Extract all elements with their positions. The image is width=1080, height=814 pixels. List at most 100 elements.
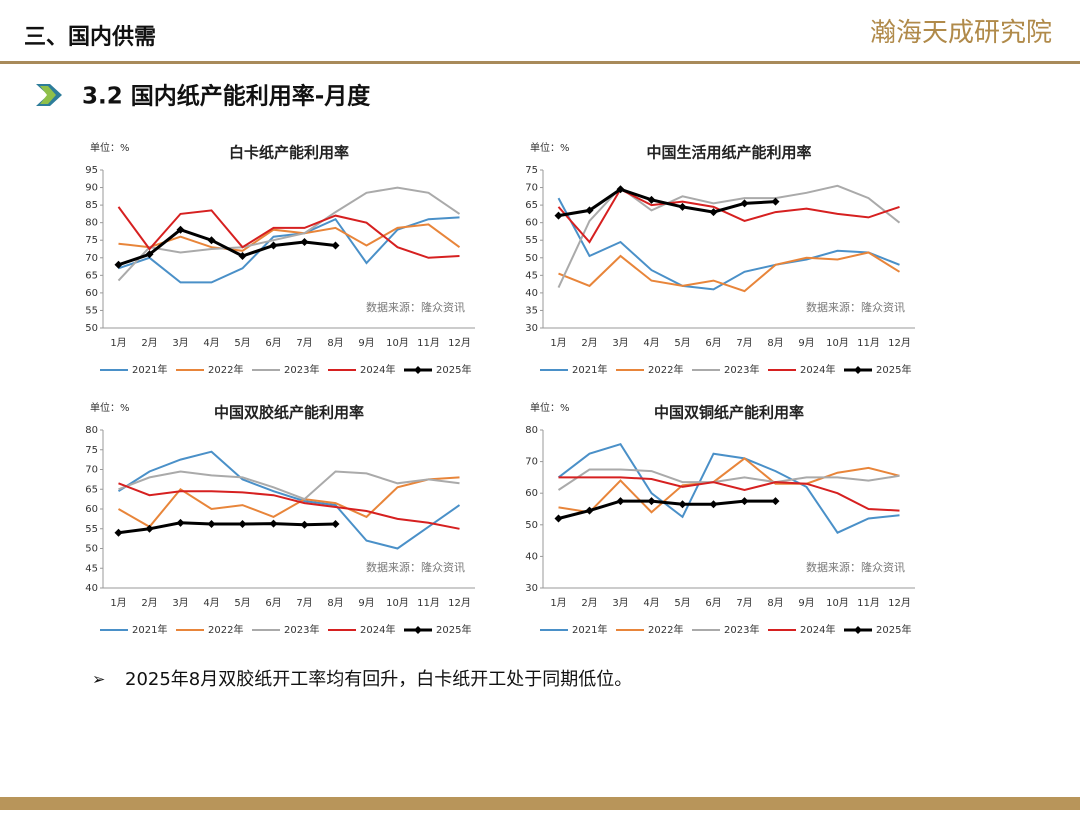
point xyxy=(238,252,247,261)
point xyxy=(709,208,718,217)
x-tick-label: 5月 xyxy=(674,597,690,609)
point xyxy=(269,519,278,528)
legend-label: 2022年 xyxy=(208,623,243,636)
series-line xyxy=(118,521,336,535)
y-tick-label: 30 xyxy=(525,583,538,594)
legend-label: 2025年 xyxy=(436,363,471,376)
point xyxy=(678,202,687,211)
point xyxy=(647,195,656,204)
x-tick-label: 5月 xyxy=(674,337,690,349)
x-tick-label: 10月 xyxy=(386,597,409,609)
y-tick-label: 60 xyxy=(525,488,538,499)
y-tick-label: 55 xyxy=(525,235,538,246)
y-tick-label: 55 xyxy=(85,305,98,316)
legend-label: 2024年 xyxy=(800,363,835,376)
y-tick-label: 30 xyxy=(525,323,538,334)
legend-label: 2023年 xyxy=(724,623,759,636)
point xyxy=(114,260,123,269)
x-tick-label: 1月 xyxy=(550,597,566,609)
legend-marker xyxy=(414,626,422,634)
point xyxy=(709,500,718,509)
x-tick-label: 7月 xyxy=(296,337,312,349)
point xyxy=(616,185,625,194)
x-tick-label: 9月 xyxy=(798,597,814,609)
x-tick-label: 9月 xyxy=(358,337,374,349)
unit-label: 单位：% xyxy=(530,141,570,154)
section-arrow-inner xyxy=(40,86,56,104)
point xyxy=(238,520,247,529)
series-line xyxy=(558,251,901,293)
legend-label: 2021年 xyxy=(132,363,167,376)
source-label: 数据来源：隆众资讯 xyxy=(366,560,465,574)
point xyxy=(647,497,656,506)
x-tick-label: 7月 xyxy=(296,597,312,609)
x-tick-label: 8月 xyxy=(327,337,343,349)
series-line xyxy=(557,468,900,491)
x-tick-label: 2月 xyxy=(141,337,157,349)
point xyxy=(585,206,594,215)
header-rule xyxy=(0,61,1080,64)
source-label: 数据来源：隆众资讯 xyxy=(366,300,465,314)
legend-label: 2025年 xyxy=(876,623,911,636)
x-tick-label: 2月 xyxy=(581,337,597,349)
section-title: 3.2 国内纸产能利用率-月度 xyxy=(82,83,371,110)
legend-label: 2023年 xyxy=(724,363,759,376)
y-tick-label: 90 xyxy=(85,183,98,194)
x-tick-label: 12月 xyxy=(888,337,911,349)
y-tick-label: 80 xyxy=(85,425,98,436)
point xyxy=(207,520,216,529)
series-line xyxy=(557,184,901,289)
point xyxy=(300,520,309,529)
y-tick-label: 50 xyxy=(525,253,538,264)
x-tick-label: 7月 xyxy=(736,597,752,609)
y-tick-label: 40 xyxy=(85,583,98,594)
point xyxy=(300,237,309,246)
point xyxy=(114,528,123,537)
series-line xyxy=(117,186,461,282)
x-tick-label: 4月 xyxy=(203,597,219,609)
legend-label: 2022年 xyxy=(648,623,683,636)
y-tick-label: 50 xyxy=(85,323,98,334)
x-tick-label: 8月 xyxy=(327,597,343,609)
series-line xyxy=(118,228,336,267)
x-tick-label: 8月 xyxy=(767,337,783,349)
series-line xyxy=(118,476,460,529)
y-tick-label: 60 xyxy=(85,504,98,515)
x-tick-label: 3月 xyxy=(612,597,628,609)
legend-label: 2023年 xyxy=(284,363,319,376)
point xyxy=(176,518,185,527)
point xyxy=(585,506,594,515)
point xyxy=(678,500,687,509)
x-tick-label: 12月 xyxy=(448,597,471,609)
source-label: 数据来源：隆众资讯 xyxy=(806,300,905,314)
x-tick-label: 4月 xyxy=(643,597,659,609)
y-tick-label: 75 xyxy=(85,235,98,246)
chart-title: 中国生活用纸产能利用率 xyxy=(646,144,811,162)
chart-title: 中国双铜纸产能利用率 xyxy=(654,404,804,422)
x-tick-label: 9月 xyxy=(358,597,374,609)
x-tick-label: 11月 xyxy=(417,337,440,349)
y-tick-label: 40 xyxy=(525,551,538,562)
y-tick-label: 65 xyxy=(525,200,538,211)
point xyxy=(740,199,749,208)
chart-title: 白卡纸产能利用率 xyxy=(229,144,349,162)
legend-marker xyxy=(854,366,862,374)
legend-marker xyxy=(854,626,862,634)
legend-label: 2024年 xyxy=(800,623,835,636)
x-tick-label: 3月 xyxy=(172,597,188,609)
x-tick-label: 8月 xyxy=(767,597,783,609)
series-line xyxy=(117,206,460,259)
unit-label: 单位：% xyxy=(90,141,130,154)
point xyxy=(771,497,780,506)
y-tick-label: 70 xyxy=(85,465,98,476)
x-tick-label: 12月 xyxy=(448,337,471,349)
unit-label: 单位：% xyxy=(90,401,130,414)
y-tick-label: 55 xyxy=(85,524,98,535)
series-line xyxy=(557,197,900,291)
x-tick-label: 1月 xyxy=(110,597,126,609)
legend-label: 2024年 xyxy=(360,363,395,376)
series-line xyxy=(558,476,900,512)
point xyxy=(616,497,625,506)
legend-label: 2023年 xyxy=(284,623,319,636)
